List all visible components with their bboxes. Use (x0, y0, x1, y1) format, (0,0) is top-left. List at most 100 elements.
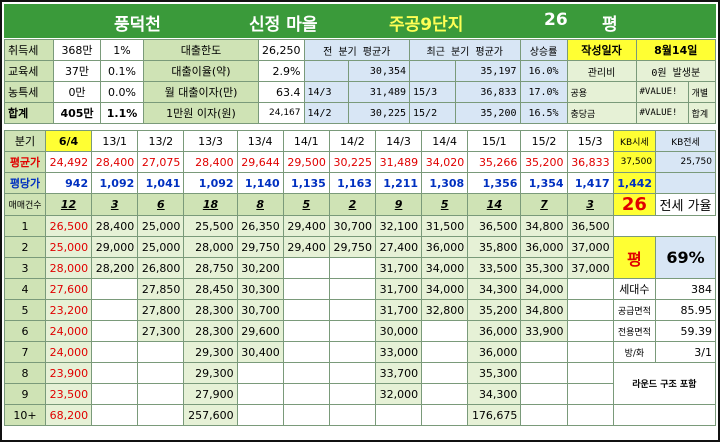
price-cell: 28,300 (183, 320, 238, 342)
price-cell (282, 404, 330, 426)
info-value: 85.95 (655, 299, 716, 321)
period-col: 6/4 (44, 130, 93, 152)
price-cell (137, 362, 185, 384)
prev-quarter: 14/2 (303, 102, 349, 124)
price-cell: 29,300 (183, 362, 238, 384)
price-cell (328, 299, 376, 321)
price-cell: 36,000 (520, 236, 568, 258)
deal-count: 9 (374, 193, 423, 216)
price-cell: 30,300 (236, 278, 284, 300)
info-label: 방/화 (612, 341, 657, 363)
price-cell: 26,800 (137, 257, 185, 279)
price-cell: 29,400 (282, 236, 330, 258)
price-per-pyeong: 1,211 (374, 172, 423, 194)
price-cell: 37,000 (566, 236, 614, 258)
price-cell: 30,400 (236, 341, 284, 363)
price-cell: 34,000 (520, 278, 568, 300)
price-per-pyeong: 1,092 (183, 172, 238, 194)
deal-count: 7 (520, 193, 568, 216)
price-per-pyeong: 1,308 (421, 172, 469, 194)
price-cell (91, 383, 139, 405)
tax-rate: 0.1% (100, 60, 144, 82)
tax-label: 합계 (4, 102, 54, 124)
price-cell (91, 341, 139, 363)
price-cell (328, 383, 376, 405)
price-cell (566, 404, 614, 426)
price-cell: 28,450 (183, 278, 238, 300)
price-cell: 36,000 (467, 341, 522, 363)
price-cell (282, 362, 330, 384)
price-cell: 32,000 (374, 383, 423, 405)
loan-value: 26,250 (258, 39, 305, 61)
avg-price: 24,492 (44, 151, 93, 173)
period-col: 14/1 (282, 130, 330, 152)
price-cell (421, 362, 469, 384)
price-cell: 28,000 (44, 257, 93, 279)
price-cell: 33,700 (374, 362, 423, 384)
price-cell: 33,000 (374, 341, 423, 363)
period-col: 13/2 (137, 130, 185, 152)
price-cell: 34,300 (467, 278, 522, 300)
price-cell: 30,700 (236, 299, 284, 321)
period-col: 13/4 (236, 130, 284, 152)
period-col: 13/1 (91, 130, 139, 152)
price-cell: 35,300 (520, 257, 568, 279)
last-quarter-avg: 36,833 (455, 81, 521, 103)
price-cell (520, 362, 568, 384)
jeonse-ratio-label: 전세 가율 (655, 193, 716, 216)
price-cell (236, 404, 284, 426)
period-col: 15/1 (467, 130, 522, 152)
price-cell: 36,000 (467, 320, 522, 342)
period-col: 14/3 (374, 130, 423, 152)
side-size: 26 (621, 194, 647, 215)
rise-rate: 16.0% (519, 60, 568, 82)
info-value: 3/1 (655, 341, 716, 363)
loan-label: 대출이율(약) (143, 60, 259, 82)
price-cell: 34,300 (467, 383, 522, 405)
price-per-pyeong: 1,140 (236, 172, 284, 194)
price-cell: 27,400 (374, 236, 423, 258)
price-cell (282, 299, 330, 321)
price-cell (328, 362, 376, 384)
summary-table: 취득세 368만 1% 대출한도 26,250 전 분기 평균가 최근 분기 평… (4, 39, 717, 124)
price-per-pyeong: 1,417 (566, 172, 614, 194)
price-cell (421, 404, 469, 426)
price-cell (566, 320, 614, 342)
price-cell (282, 341, 330, 363)
row-number: 10+ (4, 404, 46, 426)
price-cell (236, 383, 284, 405)
price-row: 5 23,200 27,800 28,300 30,700 31,700 32,800 35,… (4, 299, 716, 321)
loan-value: 24,167 (258, 102, 305, 124)
price-cell (282, 278, 330, 300)
price-cell: 34,000 (421, 278, 469, 300)
last-quarter: 15/3 (409, 81, 457, 103)
price-cell: 24,000 (44, 341, 93, 363)
price-cell: 36,500 (467, 215, 522, 237)
price-cell: 28,200 (91, 257, 139, 279)
price-cell: 30,000 (374, 320, 423, 342)
row-number: 6 (4, 320, 46, 342)
price-row: 4 27,600 27,850 28,450 30,300 31,700 34,000 34,… (4, 278, 716, 300)
price-per-pyeong: 1,356 (467, 172, 522, 194)
jeonse-ratio: 69% (655, 236, 716, 279)
note: 라운드 구조 포함 (612, 362, 717, 405)
loan-value: 2.9% (258, 60, 305, 82)
price-cell: 28,400 (91, 215, 139, 237)
price-cell (566, 383, 614, 405)
row-number: 4 (4, 278, 46, 300)
deal-count: 14 (467, 193, 522, 216)
price-cell: 31,700 (374, 299, 423, 321)
last-quarter: 15/2 (409, 102, 457, 124)
deal-count: 12 (44, 193, 93, 216)
price-cell: 34,800 (520, 299, 568, 321)
tax-amount: 0만 (53, 81, 101, 103)
price-cell: 68,200 (44, 404, 93, 426)
price-cell (137, 404, 185, 426)
fee-value: #VALUE! (635, 102, 689, 124)
price-cell (374, 404, 423, 426)
price-cell: 25,000 (137, 215, 185, 237)
price-cell (91, 278, 139, 300)
last-quarter-avg: 35,200 (455, 102, 521, 124)
deal-count-label: 매매건수 (4, 193, 46, 216)
